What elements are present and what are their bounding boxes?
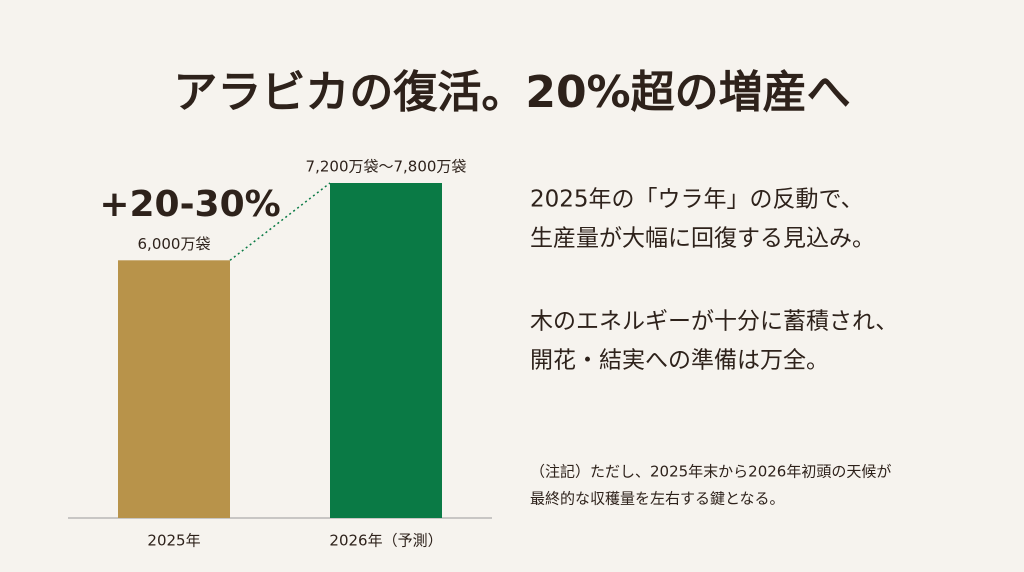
value-label: 6,000万袋 (138, 235, 211, 253)
body-text: 2025年の「ウラ年」の反動で、 (530, 187, 864, 213)
footnote: 最終的な収穫量を左右する鍵となる。 (530, 490, 785, 508)
footnote: （注記）ただし、2025年末から2026年初頭の天候が (530, 463, 891, 481)
bar (118, 260, 230, 518)
chart-title: アラビカの復活。20%超の増産へ (173, 67, 850, 118)
body-text: 開花・結実への準備は万全。 (530, 348, 829, 374)
value-label: 7,200万袋〜7,800万袋 (306, 158, 467, 176)
body-text: 生産量が大幅に回復する見込み。 (530, 226, 875, 252)
bar (330, 183, 442, 518)
body-text: 木のエネルギーが十分に蓄積され、 (530, 309, 898, 335)
x-tick-label: 2025年 (147, 532, 200, 550)
connector (229, 182, 331, 261)
x-tick-label: 2026年（予測） (329, 532, 442, 550)
annotation: +20-30% (99, 184, 280, 225)
